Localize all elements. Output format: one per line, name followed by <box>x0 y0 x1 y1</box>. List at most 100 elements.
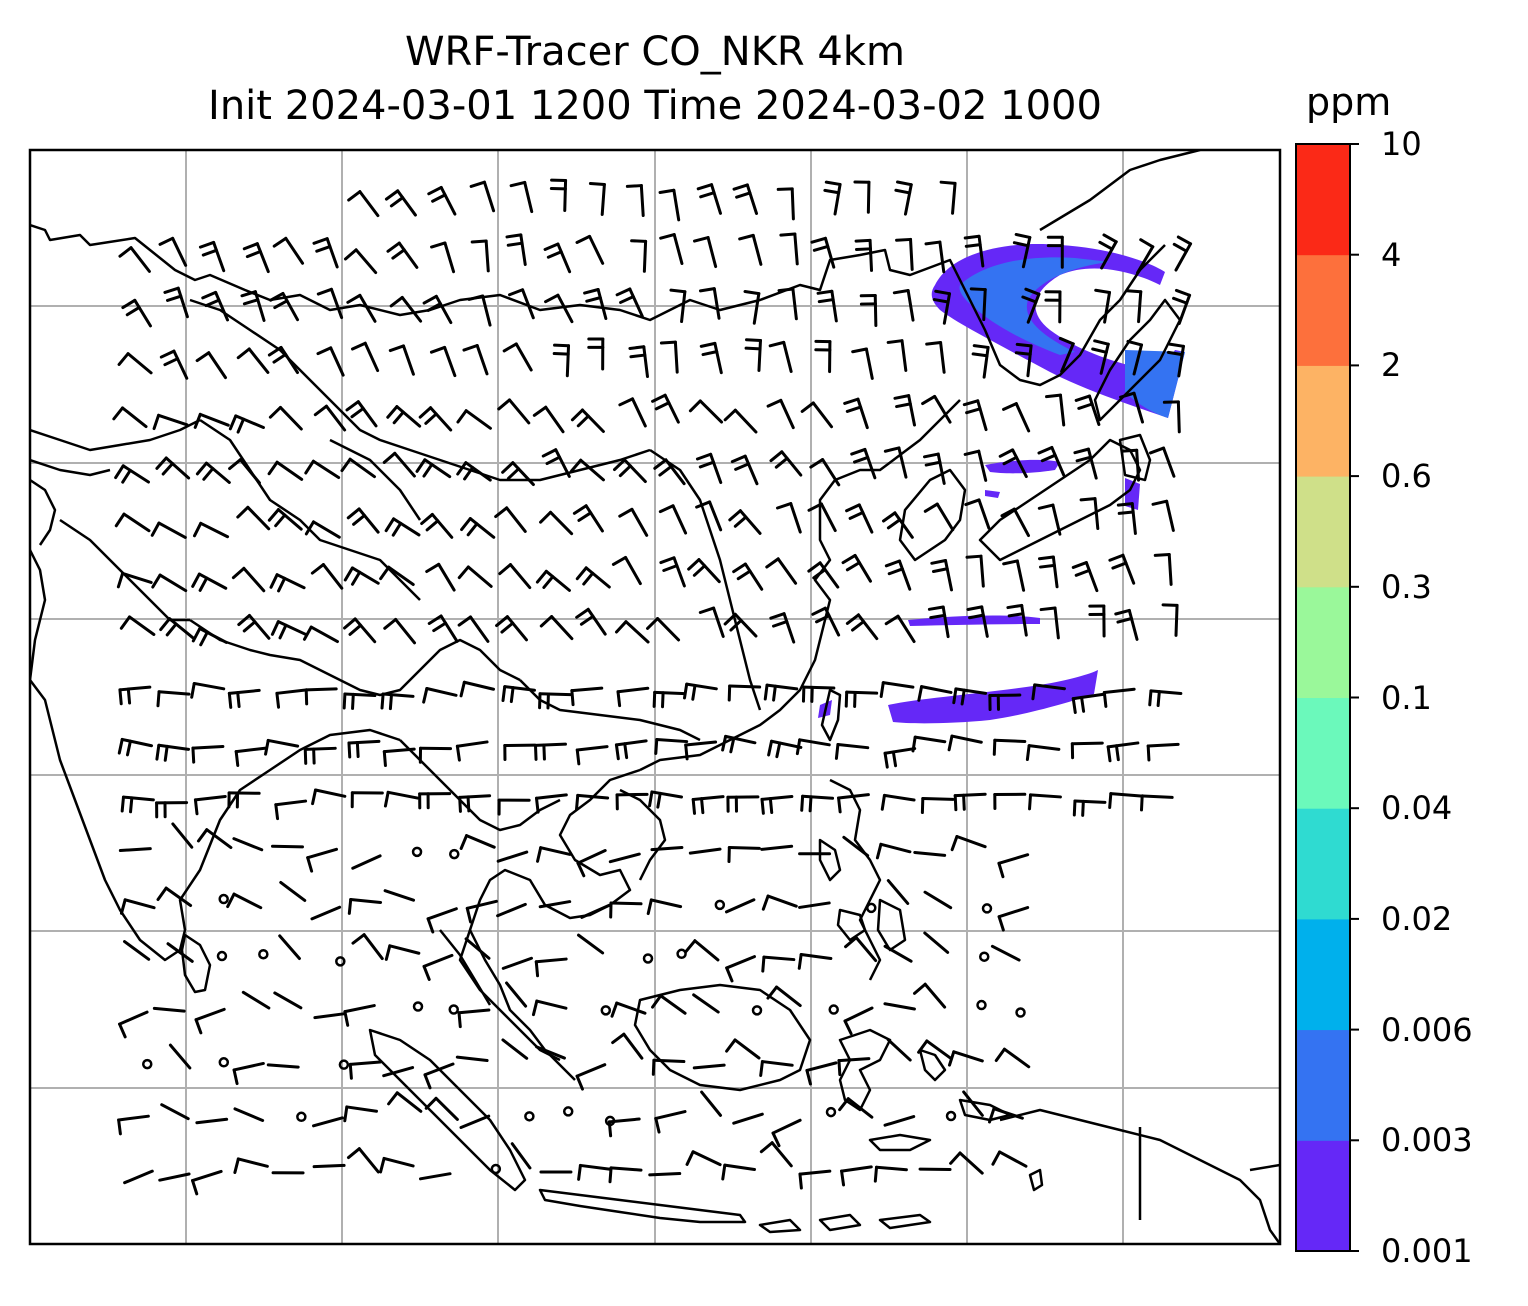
wind-barb <box>575 745 609 766</box>
wind-barb <box>570 408 605 433</box>
wind-barb <box>1014 342 1033 378</box>
wind-barb <box>993 792 1027 811</box>
wind-barb <box>997 906 1030 932</box>
wind-barb <box>883 944 913 963</box>
wind-barb <box>541 448 571 478</box>
wind-barb <box>732 562 764 591</box>
calm-wind-circle <box>490 1163 502 1175</box>
wind-barb <box>923 931 950 954</box>
wind-barb <box>654 737 689 755</box>
wind-barb <box>721 734 757 754</box>
wind-barb <box>1073 447 1098 480</box>
calm-wind-circle <box>976 999 987 1011</box>
wind-barb <box>426 907 458 934</box>
wind-barb <box>195 1117 229 1125</box>
wind-barb <box>923 452 946 485</box>
wind-barb <box>723 612 758 638</box>
wind-barb <box>194 1007 226 1035</box>
wind-barb <box>724 898 756 914</box>
wind-barb <box>236 347 270 374</box>
wind-barb <box>497 398 531 425</box>
calm-wind-circle <box>449 848 460 860</box>
wind-barb <box>650 845 684 852</box>
plume-north-core <box>959 257 1110 355</box>
wind-barb <box>193 412 230 429</box>
wind-barb <box>1114 608 1139 641</box>
wind-barb <box>805 1061 838 1086</box>
wind-barb <box>921 394 952 424</box>
wind-barb <box>501 956 533 970</box>
wind-barb <box>158 236 188 267</box>
wind-barb <box>501 461 535 487</box>
wind-barb <box>163 286 189 319</box>
wind-barb <box>844 936 878 963</box>
wind-barb <box>156 690 191 708</box>
wind-barb <box>844 690 879 708</box>
wind-barb <box>152 413 189 431</box>
wind-barb <box>1121 448 1141 482</box>
wind-barb <box>311 788 347 806</box>
wind-barb <box>685 1150 722 1167</box>
wind-barb <box>195 461 231 484</box>
wind-barb <box>457 565 493 588</box>
wind-barb <box>880 793 916 811</box>
wind-barb <box>698 606 725 638</box>
wind-barb <box>455 1055 489 1063</box>
wind-barb <box>837 1057 871 1077</box>
wind-barb <box>266 1063 300 1069</box>
wind-barb <box>814 339 832 374</box>
chart-title-line2: Init 2024-03-01 1200 Time 2024-03-02 100… <box>208 83 1102 129</box>
wind-barb <box>834 742 870 760</box>
wind-barb <box>544 293 574 324</box>
wind-barb <box>763 683 799 702</box>
wind-barb <box>533 742 567 761</box>
wind-barb <box>843 1006 874 1036</box>
wind-barb <box>699 341 723 375</box>
wind-barb <box>191 627 228 647</box>
wind-barb <box>1000 507 1031 538</box>
wind-barb <box>171 822 194 849</box>
colorbar-tick-label: 0.003 <box>1381 1121 1473 1160</box>
wind-barb <box>930 558 954 592</box>
colorbar-segment <box>1296 808 1350 920</box>
wind-barb <box>738 233 763 266</box>
wind-barb <box>156 886 193 908</box>
wind-barb <box>1031 683 1066 701</box>
wind-barb <box>343 566 380 586</box>
wind-barb <box>549 178 568 213</box>
wind-barb <box>313 404 347 432</box>
wind-barb <box>508 288 535 320</box>
wind-barb <box>386 241 419 269</box>
calm-wind-circle <box>828 1004 839 1015</box>
wind-barb <box>166 942 194 963</box>
colorbar-tick-label: 10 <box>1381 125 1422 163</box>
wind-barb <box>1012 232 1032 269</box>
wind-barb <box>233 1157 269 1175</box>
wind-barb <box>536 846 572 863</box>
wind-barb <box>117 1114 150 1136</box>
plume-north-tail <box>1125 350 1185 418</box>
wind-barb <box>270 844 304 849</box>
wind-barb <box>456 409 492 430</box>
wind-barb <box>646 617 681 642</box>
wind-barb <box>886 879 910 905</box>
wind-barb <box>1002 402 1031 433</box>
wind-barb <box>611 555 642 586</box>
wind-barb <box>168 1043 192 1070</box>
wind-barb <box>538 692 572 710</box>
wind-barb <box>695 452 723 485</box>
colorbar-segment <box>1296 254 1350 366</box>
wind-barb <box>159 617 195 640</box>
wind-barb <box>695 500 723 532</box>
wind-barb <box>304 687 338 706</box>
wind-barb <box>241 990 271 1010</box>
wind-barb <box>696 183 722 215</box>
calm-wind-circle <box>751 1005 763 1016</box>
wind-barb <box>347 897 383 915</box>
wind-barb <box>776 187 795 221</box>
wind-barb <box>614 739 648 761</box>
colorbar-segment <box>1296 365 1350 477</box>
wind-barb <box>382 451 416 478</box>
wind-barb <box>350 341 380 373</box>
calm-wind-circle <box>825 1106 837 1118</box>
